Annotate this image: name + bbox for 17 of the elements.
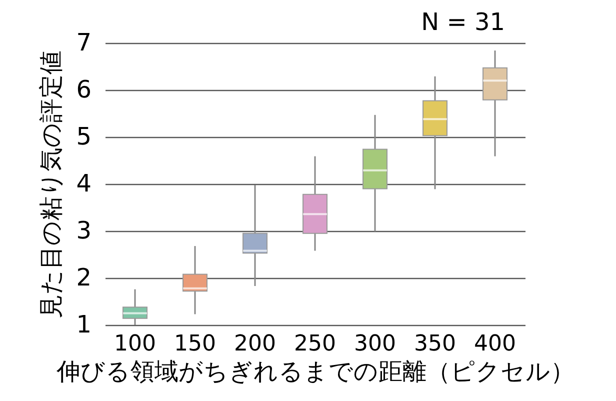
y-tick-label: 3	[76, 216, 92, 244]
y-axis-title: 見た目の粘り気の評定値	[37, 50, 66, 318]
x-axis-title: 伸びる領域がちぎれるまでの距離（ピクセル）	[56, 358, 574, 386]
y-tick-label: 5	[76, 122, 92, 150]
y-tick-label: 2	[76, 264, 92, 292]
x-tick-label: 100	[114, 332, 156, 356]
x-tick-label: 150	[174, 332, 216, 356]
x-tick-label: 350	[414, 332, 456, 356]
x-tick-label: 400	[474, 332, 516, 356]
text: N = 31	[421, 8, 505, 36]
y-tick-label: 4	[76, 170, 92, 198]
x-tick-label: 250	[294, 332, 336, 356]
y-tick-label: 7	[76, 28, 92, 56]
y-tick-label: 1	[76, 310, 92, 338]
x-tick-label: 200	[234, 332, 276, 356]
x-tick-label: 300	[354, 332, 396, 356]
y-tick-label: 6	[76, 76, 92, 104]
